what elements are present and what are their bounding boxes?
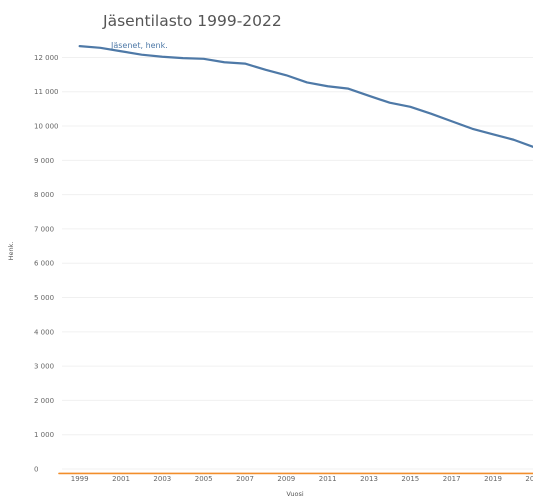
x-tick-label: 2003 xyxy=(153,475,171,483)
x-tick-label: 2007 xyxy=(236,475,254,483)
x-tick-label: 2009 xyxy=(277,475,295,483)
y-axis-title: Henk. xyxy=(7,242,15,261)
x-tick-label: 2005 xyxy=(195,475,213,483)
y-tick-label: 2 000 xyxy=(34,397,54,405)
x-tick-label: 2013 xyxy=(360,475,378,483)
x-tick-label: 1999 xyxy=(71,475,89,483)
y-tick-label: 8 000 xyxy=(34,191,54,199)
x-tick-label: 2011 xyxy=(319,475,337,483)
y-tick-label: 3 000 xyxy=(34,363,54,371)
chart-title: Jäsentilasto 1999-2022 xyxy=(102,12,282,30)
x-tick-label: 2001 xyxy=(112,475,130,483)
x-axis-ticks: 1999 2001 2003 2005 2007 2009 2011 2013 2015 2017… xyxy=(71,475,533,483)
y-axis-ticks: 0 1 000 2 000 3 000 4 000 5 000 6 000 7 000 8 00… xyxy=(34,54,59,474)
y-tick-label: 11 000 xyxy=(34,88,59,96)
y-tick-label: 5 000 xyxy=(34,294,54,302)
y-tick-label: 1 000 xyxy=(34,431,54,439)
y-tick-label: 0 xyxy=(34,466,38,474)
grid-lines xyxy=(62,56,533,470)
x-axis-title: Vuosi xyxy=(286,490,303,498)
series-label: Jäsenet, henk. xyxy=(110,41,168,50)
x-tick-label: 2021 xyxy=(525,475,533,483)
x-tick-label: 2015 xyxy=(401,475,419,483)
y-tick-label: 9 000 xyxy=(34,157,54,165)
y-tick-label: 4 000 xyxy=(34,328,54,336)
y-tick-label: 7 000 xyxy=(34,225,54,233)
y-tick-label: 10 000 xyxy=(34,123,59,131)
series-line-jasenet xyxy=(78,45,533,148)
y-tick-label: 6 000 xyxy=(34,260,54,268)
x-tick-label: 2017 xyxy=(443,475,461,483)
series-layer xyxy=(58,45,533,475)
x-tick-label: 2019 xyxy=(484,475,502,483)
y-tick-label: 12 000 xyxy=(34,54,59,62)
